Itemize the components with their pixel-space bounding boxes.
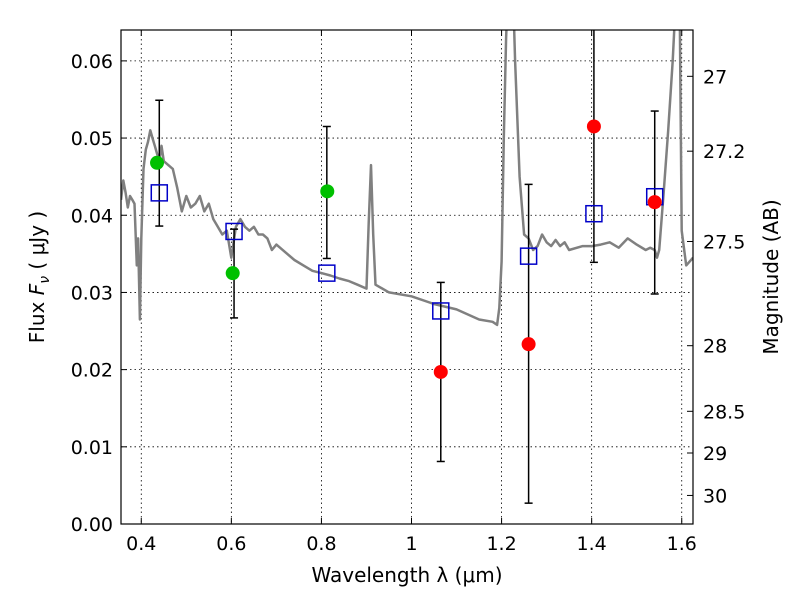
- x-axis-label: Wavelength λ (μm): [311, 563, 502, 587]
- red-data-point: [433, 364, 448, 379]
- right-tick-label: 28: [703, 336, 727, 358]
- y-tick-label: 0.05: [71, 128, 113, 150]
- right-tick-label: 27.5: [703, 231, 745, 253]
- x-axis-ticks: 0.4 0.6 0.8 1 1.2 1.4 1.6: [126, 30, 697, 555]
- model-box: [318, 264, 336, 282]
- model-box: [432, 302, 450, 320]
- x-tick-label: 1.4: [577, 533, 607, 555]
- model-box: [225, 222, 243, 241]
- right-tick-label: 27: [703, 66, 727, 88]
- right-tick-label: 30: [703, 485, 727, 507]
- y-axis-label-symbol: F: [25, 283, 49, 295]
- y-axis-label-suffix: ( μJy ): [25, 211, 49, 276]
- x-tick-label: 0.8: [306, 533, 336, 555]
- right-tick-label: 29: [703, 443, 727, 465]
- plot-area: [121, 30, 693, 504]
- model-box: [150, 184, 169, 202]
- right-axis-label: Magnitude (AB): [759, 199, 783, 354]
- y-tick-label: 0.04: [71, 205, 113, 227]
- red-data-point: [586, 119, 601, 134]
- green-data-point: [150, 155, 165, 170]
- red-data-point: [521, 337, 536, 352]
- x-tick-label: 1: [405, 533, 417, 555]
- red-data-point: [647, 195, 662, 210]
- data-points: [150, 119, 662, 379]
- plot-frame: [120, 29, 694, 525]
- y-tick-label: 0.02: [71, 360, 113, 382]
- model-box: [585, 204, 603, 223]
- y-tick-label: 0.06: [71, 51, 113, 73]
- y-tick-label: 0.01: [71, 437, 113, 459]
- right-tick-label: 27.2: [703, 141, 745, 163]
- x-tick-label: 1.6: [667, 533, 697, 555]
- y-axis-ticks: 0.00 0.01 0.02 0.03 0.04 0.05 0.06: [71, 51, 127, 536]
- y-tick-label: 0.00: [71, 514, 113, 536]
- x-tick-label: 0.4: [126, 533, 156, 555]
- y-axis-label-prefix: Flux: [25, 295, 49, 343]
- right-axis-ticks: 27 27.2 27.5 28 28.5 29 30: [687, 66, 745, 507]
- y-axis-label: Flux Fν ( μJy ): [25, 211, 53, 343]
- plot-background: [121, 30, 693, 524]
- x-tick-label: 0.6: [216, 533, 246, 555]
- x-tick-label: 1.2: [486, 533, 516, 555]
- model-box: [519, 247, 538, 265]
- y-axis-label-subscript: ν: [37, 276, 53, 284]
- model-boxes: [150, 184, 664, 320]
- green-data-point: [225, 266, 240, 281]
- green-data-point: [320, 184, 335, 199]
- right-tick-label: 28.5: [703, 401, 745, 423]
- y-tick-label: 0.03: [71, 282, 113, 304]
